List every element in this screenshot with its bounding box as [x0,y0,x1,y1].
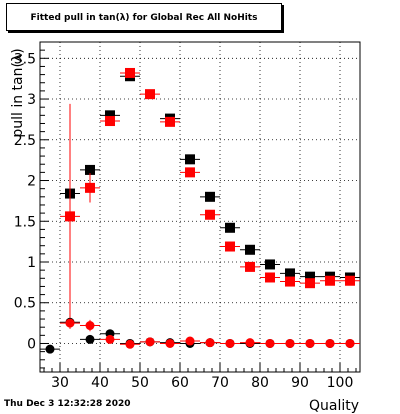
x-tick-label: 60 [171,375,189,391]
data-point-square [105,110,115,121]
y-tick-label: 2.5 [14,133,36,149]
data-point-square [65,211,75,222]
data-point-square [285,276,295,287]
data-point-circle [65,318,75,328]
data-point-square [305,278,315,289]
x-tick-label: 70 [211,375,229,391]
data-point-circle [325,338,335,348]
data-point-square [85,164,95,175]
y-tick-label: 1 [27,255,36,271]
y-tick-label: 1.5 [14,214,36,230]
y-tick-label: 2 [27,174,36,190]
data-point-square [105,116,115,127]
chart-title: Fitted pull in tan(λ) for Global Rec All… [6,3,282,31]
data-point-square [85,182,95,193]
data-point-square [305,271,315,282]
data-point-circle [205,338,215,348]
data-point-circle [185,336,195,346]
data-point-circle [285,338,295,348]
x-axis-label: Quality [309,398,359,414]
data-point-square [185,154,195,165]
y-tick-label: 0.5 [14,296,36,312]
data-point-circle [85,334,95,344]
data-point-circle [305,338,315,348]
x-tick-label: 50 [131,375,149,391]
x-tick-label: 40 [91,375,109,391]
data-point-square [205,209,215,220]
data-point-square [165,116,175,127]
x-tick-label: 90 [291,375,309,391]
data-point-square [205,191,215,202]
data-point-circle [85,321,95,331]
data-point-square [265,259,275,270]
y-axis-label: pull in tan(λ) [10,48,26,137]
y-tick-label: 3.5 [14,51,36,67]
data-point-circle [145,337,155,347]
data-point-square [185,167,195,178]
data-point-square [265,272,275,283]
data-point-circle [45,344,55,354]
data-point-square [245,244,255,255]
data-point-square [145,89,155,100]
data-point-square [225,222,235,233]
x-tick-label: 30 [51,375,69,391]
data-point-circle [105,334,115,344]
y-tick-label: 3 [27,92,36,108]
plot-frame [39,41,361,373]
data-point-square [285,268,295,279]
data-point-circle [245,338,255,348]
timestamp: Thu Dec 3 12:32:28 2020 [4,399,131,409]
data-point-circle [265,338,275,348]
data-point-circle [125,339,135,349]
y-tick-label: 0 [27,336,36,352]
data-point-square [225,241,235,252]
data-point-circle [225,338,235,348]
data-marks [40,67,360,354]
data-point-square [245,261,255,272]
data-point-square [125,67,135,78]
data-point-circle [165,338,175,348]
data-point-square [325,275,335,286]
x-tick-label: 100 [327,375,354,391]
axes: 30 40 50 60 70 80 90 100 0 0.5 1 1.5 2 2.5 3 3.5 [14,41,357,391]
x-tick-label: 80 [251,375,269,391]
data-point-square [345,275,355,286]
data-point-circle [345,338,355,348]
